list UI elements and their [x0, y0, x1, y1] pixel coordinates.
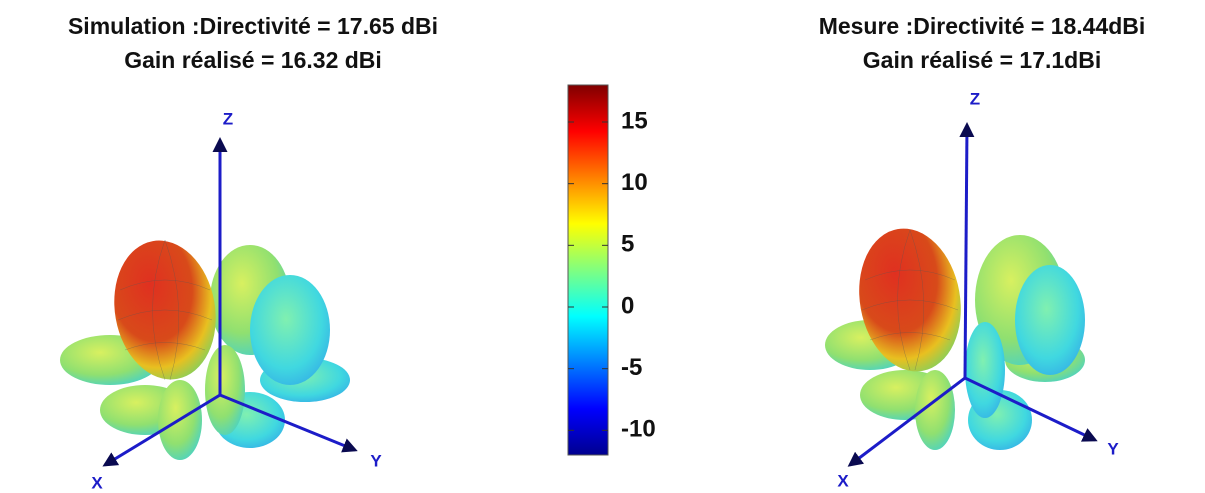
- panel-title: Gain réalisé = 16.32 dBi: [124, 47, 382, 73]
- axis-label: Y: [370, 451, 382, 470]
- colorbar: -10 -5 0 5 10 15: [567, 84, 656, 456]
- panel-title: Simulation :Directivité = 17.65 dBi: [68, 13, 438, 39]
- axis-label: Z: [223, 109, 233, 128]
- tick-label: 15: [621, 107, 648, 134]
- tick-label: 5: [621, 231, 634, 258]
- colorbar-body: [567, 84, 609, 456]
- panel-title: Gain réalisé = 17.1dBi: [863, 47, 1101, 73]
- panel: Mesure :Directivité = 18.44dBi Gain réal…: [819, 13, 1146, 490]
- tick-label: 10: [621, 169, 648, 196]
- tick-label: -10: [621, 416, 656, 443]
- axis-label: Y: [1107, 439, 1119, 458]
- panel: Simulation :Directivité = 17.65 dBi Gain…: [60, 13, 438, 492]
- pattern: [60, 239, 350, 460]
- panel-title: Mesure :Directivité = 18.44dBi: [819, 13, 1146, 39]
- axis-label: Z: [970, 89, 980, 108]
- tick-label: 0: [621, 292, 634, 319]
- axis-label: X: [837, 471, 849, 490]
- tick-label: -5: [621, 354, 642, 381]
- axis-label: X: [91, 473, 103, 492]
